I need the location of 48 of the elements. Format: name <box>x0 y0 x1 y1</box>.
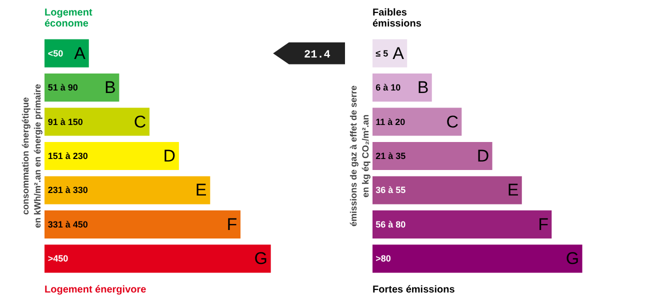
annotation: 36 à 55 <box>376 185 406 196</box>
y-tick-label: G <box>254 249 268 268</box>
text: Fortes émissions <box>372 284 456 296</box>
y-tick-label: E <box>507 180 519 200</box>
bar <box>372 210 552 238</box>
annotation: 151 à 230 <box>48 151 88 161</box>
y-tick-label: C <box>446 112 459 132</box>
bar <box>372 108 462 136</box>
y-tick-label: G <box>566 249 580 268</box>
y-tick-label: B <box>104 78 116 98</box>
annotation: >450 <box>48 254 68 264</box>
annotation: <50 <box>48 48 64 58</box>
annotation: 231 à 330 <box>48 185 88 196</box>
y-tick-label: D <box>476 146 490 166</box>
annotation: ≤ 5 <box>376 48 388 58</box>
annotation: 11 à 20 <box>376 116 406 127</box>
y-tick-label: F <box>226 214 238 234</box>
annotation: 56 à 80 <box>376 219 406 230</box>
annotation: 91 à 150 <box>48 116 83 127</box>
y-tick-label: A <box>392 44 405 63</box>
annotation: 51 à 90 <box>48 82 78 93</box>
annotation: 6 à 10 <box>376 82 401 93</box>
annotation: >80 <box>376 254 391 264</box>
annotation: 21 à 35 <box>376 151 406 161</box>
annotation: 331 à 450 <box>48 219 88 230</box>
y-tick-label: F <box>538 214 549 234</box>
y-axis-title: consommation énergétique en kWh/m².an en énergie primaire <box>20 84 42 228</box>
chart-title: Faibles émissions <box>372 8 422 30</box>
y-tick-label: C <box>134 112 146 132</box>
bar <box>372 244 582 273</box>
bar <box>44 244 271 273</box>
y-tick-label: D <box>163 146 176 166</box>
bar <box>44 142 179 170</box>
y-tick-label: E <box>195 180 207 200</box>
bar <box>44 108 150 136</box>
chart-title: Logement économe <box>44 8 93 30</box>
bar <box>372 176 522 204</box>
y-tick-label: B <box>417 78 429 98</box>
text: Logement énergivore <box>44 284 147 296</box>
y-tick-label: A <box>74 44 86 63</box>
bar <box>44 210 240 238</box>
text: 21.4 <box>304 49 331 62</box>
y-axis-title: émissions de gaz à effet de serre en kg éq CO₂/m².an <box>348 85 370 227</box>
bar <box>44 176 210 204</box>
bar <box>44 74 120 102</box>
bar <box>44 39 89 68</box>
bar <box>372 142 492 170</box>
bar <box>372 74 432 102</box>
